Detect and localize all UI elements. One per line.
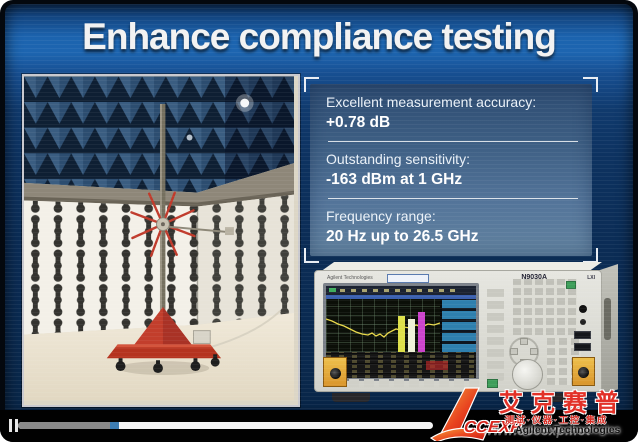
screen-menubar bbox=[326, 295, 476, 299]
seek-bar[interactable] bbox=[18, 422, 433, 429]
instrument-lxi-badge: LXI bbox=[587, 275, 595, 281]
spec-item: Excellent measurement accuracy: +0.78 dB bbox=[326, 93, 592, 134]
bottom-green-key bbox=[487, 379, 498, 388]
pause-icon bbox=[15, 419, 18, 432]
spec-label: Frequency range: bbox=[326, 208, 436, 224]
player-controls bbox=[0, 410, 638, 442]
bottom-key-row bbox=[349, 379, 481, 387]
screen-softkey-menu bbox=[442, 299, 476, 352]
power-key bbox=[566, 281, 576, 289]
spec-value: 20 Hz up to 26.5 GHz bbox=[326, 228, 479, 245]
instrument-foot bbox=[332, 393, 370, 402]
instrument-info-tag bbox=[387, 274, 429, 283]
spec-item: Outstanding sensitivity: -163 dBm at 1 G… bbox=[326, 150, 592, 191]
spectrum-trace bbox=[326, 312, 441, 352]
instrument-brand-label: Agilent Technologies bbox=[327, 275, 373, 281]
divider bbox=[328, 141, 578, 142]
chamber-photo-art bbox=[24, 76, 294, 401]
signal-analyzer-image: Agilent Technologies N9030A LXI bbox=[308, 260, 618, 404]
slide-title: Enhance compliance testing bbox=[82, 16, 557, 57]
rf-input-connector bbox=[572, 357, 595, 386]
usb-port bbox=[574, 331, 591, 339]
marker-table-alert bbox=[426, 361, 448, 370]
instrument-screen bbox=[326, 286, 476, 378]
instrument-handle bbox=[604, 298, 611, 340]
seek-bar-played bbox=[18, 422, 110, 429]
spec-panel: Excellent measurement accuracy: +0.78 dB… bbox=[310, 84, 592, 256]
spec-value: -163 dBm at 1 GHz bbox=[326, 171, 463, 188]
spec-value: +0.78 dB bbox=[326, 114, 391, 131]
spec-label: Excellent measurement accuracy: bbox=[326, 94, 537, 110]
instrument-foot bbox=[540, 393, 578, 402]
chamber-photo bbox=[22, 74, 300, 407]
headphone-jack bbox=[580, 319, 586, 325]
instrument-top-face bbox=[320, 262, 602, 272]
instrument-screen-bezel bbox=[323, 283, 479, 381]
instrument-model-label: N9030A bbox=[521, 274, 547, 281]
marker-table bbox=[326, 352, 476, 378]
screen-header bbox=[326, 286, 476, 295]
divider bbox=[328, 198, 578, 199]
pause-button[interactable] bbox=[8, 419, 20, 432]
probe-connector bbox=[579, 305, 587, 313]
seek-bar-handle[interactable] bbox=[110, 422, 119, 429]
softkey-column bbox=[487, 287, 504, 381]
instrument-front-panel: Agilent Technologies N9030A LXI bbox=[314, 270, 602, 392]
spectrum-plot bbox=[326, 299, 441, 352]
spec-label: Outstanding sensitivity: bbox=[326, 151, 470, 167]
spec-item: Frequency range: 20 Hz up to 26.5 GHz bbox=[326, 207, 592, 248]
pause-icon bbox=[9, 419, 12, 432]
rf-output-connector bbox=[323, 357, 347, 387]
usb-port bbox=[574, 343, 591, 351]
rotary-knob bbox=[512, 359, 543, 390]
slide: Enhance compliance testing bbox=[5, 4, 633, 410]
